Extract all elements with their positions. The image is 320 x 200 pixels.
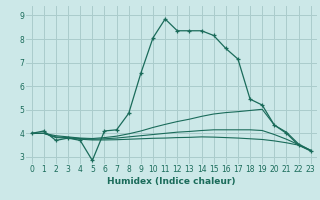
- X-axis label: Humidex (Indice chaleur): Humidex (Indice chaleur): [107, 177, 236, 186]
